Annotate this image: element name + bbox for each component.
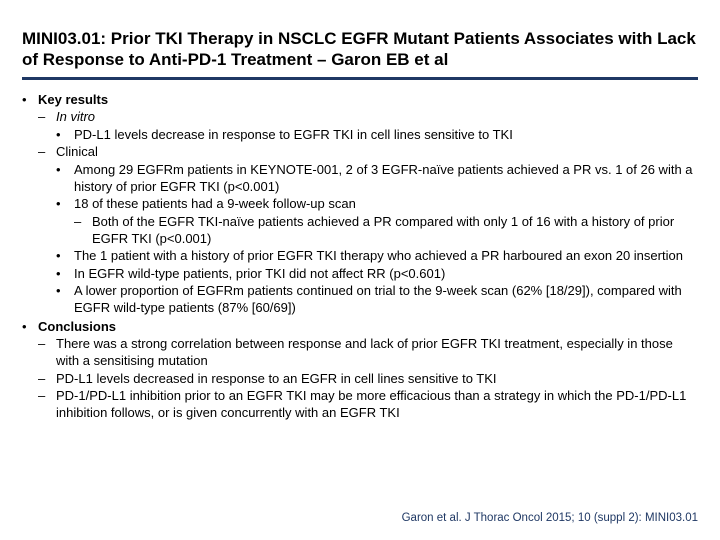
clinical-bullet-2: 18 of these patients had a 9-week follow… — [56, 196, 698, 247]
subsection-clinical: Clinical Among 29 EGFRm patients in KEYN… — [38, 144, 698, 316]
clinical-bullet-3: The 1 patient with a history of prior EG… — [56, 248, 698, 265]
slide-content: Key results In vitro PD-L1 levels decrea… — [22, 80, 698, 422]
slide: MINI03.01: Prior TKI Therapy in NSCLC EG… — [0, 0, 720, 540]
conclusion-1: There was a strong correlation between r… — [38, 336, 698, 369]
conclusions-heading: Conclusions — [38, 319, 116, 334]
clinical-bullet-2a: Both of the EGFR TKI-naïve patients achi… — [74, 214, 698, 247]
in-vitro-bullet-1: PD-L1 levels decrease in response to EGF… — [56, 127, 698, 144]
key-results-heading: Key results — [38, 92, 108, 107]
clinical-bullet-1: Among 29 EGFRm patients in KEYNOTE-001, … — [56, 162, 698, 195]
clinical-heading: Clinical — [56, 144, 98, 159]
citation: Garon et al. J Thorac Oncol 2015; 10 (su… — [402, 512, 698, 524]
clinical-bullet-5: A lower proportion of EGFRm patients con… — [56, 283, 698, 316]
slide-title: MINI03.01: Prior TKI Therapy in NSCLC EG… — [22, 28, 698, 80]
clinical-bullet-2-text: 18 of these patients had a 9-week follow… — [74, 196, 356, 211]
section-key-results: Key results In vitro PD-L1 levels decrea… — [22, 92, 698, 317]
in-vitro-heading: In vitro — [56, 109, 95, 124]
clinical-bullet-4: In EGFR wild-type patients, prior TKI di… — [56, 266, 698, 283]
subsection-in-vitro: In vitro PD-L1 levels decrease in respon… — [38, 109, 698, 143]
conclusion-3: PD-1/PD-L1 inhibition prior to an EGFR T… — [38, 388, 698, 421]
section-conclusions: Conclusions There was a strong correlati… — [22, 319, 698, 422]
conclusion-2: PD-L1 levels decreased in response to an… — [38, 371, 698, 388]
